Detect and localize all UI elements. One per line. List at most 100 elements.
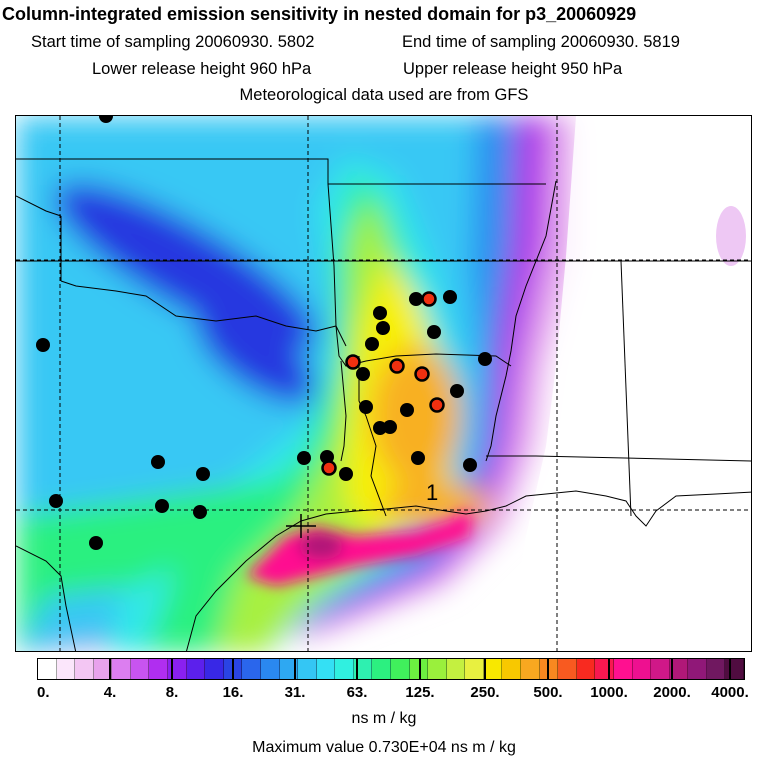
colorbar-cell — [409, 659, 429, 679]
colorbar-units: ns m / kg — [351, 710, 417, 727]
site-dot-highlight — [345, 354, 361, 370]
site-dot — [193, 505, 207, 519]
colorbar-tick-label: 63. — [346, 684, 368, 701]
colorbar-tick-label: 125. — [405, 684, 435, 701]
site-dot — [400, 403, 414, 417]
coastline — [186, 490, 751, 651]
blue-patch — [54, 183, 318, 349]
hotspot-magenta — [246, 516, 471, 586]
colorbar — [37, 658, 745, 680]
colorbar-cell — [75, 659, 94, 679]
colorbar-tick-label: 0. — [37, 684, 50, 701]
plot-title: Column-integrated emission sensitivity i… — [2, 4, 637, 24]
colorbar-tick-label: 250. — [470, 684, 500, 701]
colorbar-tick-label: 4. — [103, 684, 117, 701]
site-dot — [36, 338, 50, 352]
site-dot-highlight — [429, 397, 445, 413]
site-dot — [376, 321, 390, 335]
start-time-text: Start time of sampling 20060930. 5802 — [31, 33, 315, 51]
colorbar-tick-label: 4000. — [711, 684, 749, 701]
site-dot — [450, 384, 464, 398]
colorbar-cell — [390, 659, 410, 679]
colorbar-cell — [130, 659, 150, 679]
colorbar-cell — [706, 659, 726, 679]
site-dot — [365, 337, 379, 351]
hotspot-layers — [246, 513, 474, 586]
lower-release-text: Lower release height 960 hPa — [92, 60, 312, 78]
colorbar-cell — [613, 659, 633, 679]
plume-green-south — [16, 476, 316, 651]
colorbar-tick-label: 31. — [284, 684, 306, 701]
end-time-text: End time of sampling 20060930. 5819 — [402, 33, 680, 51]
site-dot-highlight — [389, 358, 405, 374]
site-dot — [99, 116, 113, 123]
colorbar-tick-label: 500. — [533, 684, 563, 701]
east-blank — [506, 116, 751, 651]
colorbar-tick-label: 2000. — [653, 684, 691, 701]
site-dot — [373, 421, 387, 435]
site-dot — [463, 458, 477, 472]
colorbar-tick-mark — [547, 658, 549, 680]
site-dot — [373, 306, 387, 320]
colorbar-cell — [576, 659, 596, 679]
site-dot — [151, 455, 165, 469]
colorbar-tick-mark — [608, 658, 610, 680]
colorbar-cell — [502, 659, 522, 679]
map-canvas — [16, 116, 751, 651]
colorbar-tick-label: 1000. — [590, 684, 628, 701]
state-border — [16, 195, 62, 217]
colorbar-tick-label: 8. — [165, 684, 179, 701]
site-dot — [409, 292, 423, 306]
colorbar-cell — [186, 659, 206, 679]
colorbar-tick-mark — [109, 658, 111, 680]
colorbar-cell — [38, 659, 57, 679]
colorbar-tick-mark — [232, 658, 234, 680]
state-border — [486, 455, 751, 462]
colorbar-cell — [56, 659, 76, 679]
site-dot-highlight — [421, 291, 437, 307]
colorbar-cell — [242, 659, 261, 679]
colorbar-cell — [483, 659, 503, 679]
site-dot — [196, 467, 210, 481]
colorbar-cell — [669, 659, 689, 679]
site-dot — [155, 499, 169, 513]
map-panel: 1 — [15, 115, 752, 652]
colorbar-cell — [428, 659, 447, 679]
colorbar-tick-mark — [729, 658, 731, 680]
colorbar-cell — [205, 659, 224, 679]
state-border — [358, 356, 387, 517]
site-dot — [89, 536, 103, 550]
colorbar-cell — [632, 659, 652, 679]
colorbar-cell — [651, 659, 670, 679]
site-dot — [443, 290, 457, 304]
plume-orange — [371, 346, 461, 486]
colorbar-tick-mark — [419, 658, 421, 680]
site-dot — [356, 367, 370, 381]
colorbar-cell — [521, 659, 540, 679]
east-patch — [716, 206, 746, 266]
colorbar-cell — [112, 659, 131, 679]
hotspot-small — [454, 513, 474, 525]
colorbar-cell — [372, 659, 391, 679]
site-dot — [427, 325, 441, 339]
colorbar-cell — [149, 659, 169, 679]
country-border — [16, 545, 77, 651]
site-dot — [339, 467, 353, 481]
colorbar-cell — [298, 659, 317, 679]
colorbar-tick-mark — [671, 658, 673, 680]
colorbar-cell — [595, 659, 614, 679]
release-marker-label: 1 — [426, 480, 439, 505]
state-border — [620, 260, 632, 517]
site-dot-highlight — [414, 366, 430, 382]
upper-release-text: Upper release height 950 hPa — [403, 60, 623, 78]
site-dot — [411, 451, 425, 465]
state-border — [16, 158, 546, 185]
colorbar-cell — [316, 659, 336, 679]
site-dot — [478, 352, 492, 366]
state-border — [340, 360, 347, 462]
colorbar-cell — [446, 659, 466, 679]
colorbar-cell — [353, 659, 373, 679]
site-dot — [359, 400, 373, 414]
colorbar-tick-mark — [356, 658, 358, 680]
colorbar-cell — [688, 659, 707, 679]
